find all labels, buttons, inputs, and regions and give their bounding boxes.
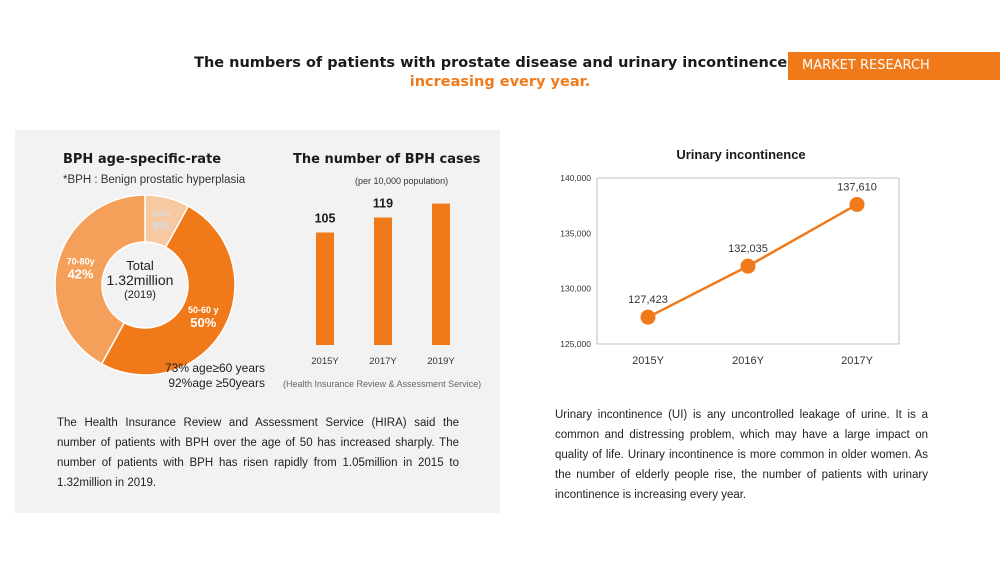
- donut-slice-name: ≤50y: [152, 209, 172, 219]
- donut-slice: [54, 194, 146, 365]
- donut-stats: 73% age≥60 years 92%age ≥50years: [165, 361, 265, 391]
- donut-slices: [54, 194, 236, 376]
- page-title: The numbers of patients with prostate di…: [190, 54, 810, 92]
- donut-center-line-3: (2019): [124, 289, 156, 301]
- line-chart-title: Urinary incontinence: [676, 147, 805, 162]
- bar-category-label: 2019Y: [427, 356, 455, 367]
- bar-chart-source: (Health Insurance Review & Assessment Se…: [283, 379, 482, 389]
- bar: [432, 203, 450, 345]
- bar-category-label: 2015Y: [311, 356, 339, 367]
- donut-stat-50: 92%age ≥50years: [168, 376, 265, 390]
- line-point: [849, 196, 865, 212]
- line-x-tick-label: 2015Y: [632, 355, 664, 367]
- bph-bar-chart: 105 2015Y 119 2017Y 132 2019Y: [311, 195, 455, 367]
- bar-value-label: 119: [373, 197, 393, 211]
- page-title-line-1: The numbers of patients with prostate di…: [194, 55, 806, 71]
- line-points: [640, 196, 865, 325]
- line-x-ticks: 2015Y 2016Y 2017Y: [632, 355, 873, 367]
- line-y-ticks: 125,000 130,000 135,000 140,000: [560, 173, 591, 349]
- donut-slice: [100, 205, 236, 376]
- line-y-tick-label: 135,000: [560, 228, 591, 238]
- line-data-labels: 127,423 132,035 137,610: [628, 181, 877, 306]
- line-y-tick-label: 140,000: [560, 173, 591, 183]
- bph-definition-note: *BPH : Benign prostatic hyperplasia: [63, 174, 246, 186]
- page-title-line-2: increasing every year.: [409, 74, 591, 90]
- donut-slice-label: 42%: [68, 266, 94, 281]
- donut-chart-title: BPH age-specific-rate: [63, 152, 222, 167]
- line-value-label: 132,035: [728, 243, 768, 255]
- bar-chart-unit-note: (per 10,000 population): [355, 176, 449, 186]
- urinary-incontinence-paragraph: Urinary incontinence (UI) is any uncontr…: [555, 409, 928, 501]
- donut-slice-name: 70-80y: [67, 256, 95, 266]
- line-point: [740, 258, 756, 274]
- line-x-tick-label: 2017Y: [841, 355, 873, 367]
- line-value-label: 137,610: [837, 181, 877, 193]
- urinary-incontinence-line-chart: Urinary incontinence 125,000 130,000 135,0…: [560, 147, 900, 367]
- bar-category-label: 2017Y: [369, 356, 397, 367]
- line-y-tick-label: 130,000: [560, 284, 591, 294]
- donut-center-line-1: Total: [126, 258, 154, 273]
- donut-center-label: Total 1.32million (2019): [95, 258, 185, 303]
- donut-stat-60: 73% age≥60 years: [165, 361, 265, 375]
- donut-center-line-2: 1.32million: [106, 272, 174, 288]
- bar-marks: 105 2015Y 119 2017Y 132 2019Y: [311, 195, 455, 367]
- line-x-tick-label: 2016Y: [732, 355, 764, 367]
- donut-slice-label: 8%: [152, 219, 171, 234]
- bar-value-label: 105: [315, 212, 336, 226]
- donut-slice-name: 50-60 y: [188, 305, 219, 315]
- bph-paragraph: The Health Insurance Review and Assessme…: [57, 417, 459, 489]
- bar: [374, 217, 392, 345]
- line-y-tick-label: 125,000: [560, 339, 591, 349]
- donut-slice-label: 50%: [190, 315, 216, 330]
- line-point: [640, 309, 656, 325]
- section-badge: MARKET RESEARCH: [788, 52, 1000, 80]
- line-value-label: 127,423: [628, 294, 668, 306]
- bar: [316, 232, 334, 345]
- bar-chart-title: The number of BPH cases: [293, 152, 481, 167]
- bar-value-label: 132: [431, 195, 452, 197]
